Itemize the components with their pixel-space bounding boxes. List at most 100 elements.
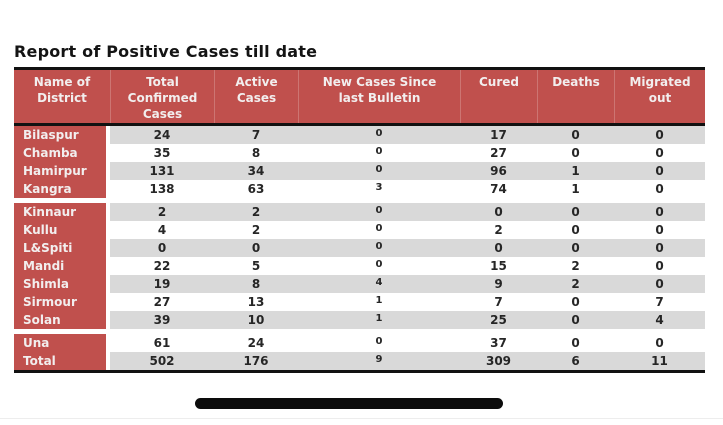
column-header: Name of District bbox=[33, 75, 91, 105]
value-cell: 2 bbox=[110, 203, 214, 221]
value-cell: 4 bbox=[110, 221, 214, 239]
value-cell: 0 bbox=[537, 203, 614, 221]
district-name-cell: Solan bbox=[14, 311, 110, 329]
value-cell: 39 bbox=[110, 311, 214, 329]
value-cell: 0 bbox=[537, 221, 614, 239]
column-header: New Cases Since last Bulletin bbox=[298, 70, 460, 123]
table-row: Bilaspur 24 7 0 17 0 0 bbox=[14, 126, 705, 144]
value-cell: 9 bbox=[460, 275, 537, 293]
district-name-cell: Kullu bbox=[14, 221, 110, 239]
district-name-cell: Shimla bbox=[14, 275, 110, 293]
value-cell: 8 bbox=[214, 144, 298, 162]
district-name-cell: Bilaspur bbox=[14, 126, 110, 144]
group-separator bbox=[14, 329, 705, 334]
value-cell: 1 bbox=[537, 180, 614, 198]
table-row: Kangra 138 63 3 74 1 0 bbox=[14, 180, 705, 198]
column-header: Active Cases bbox=[214, 70, 298, 123]
value-cell: 0 bbox=[298, 239, 460, 257]
value-cell: 0 bbox=[537, 239, 614, 257]
value-cell: 0 bbox=[537, 311, 614, 329]
district-name-cell: Hamirpur bbox=[14, 162, 110, 180]
column-header: Deaths bbox=[537, 70, 614, 123]
district-name-cell: L&Spiti bbox=[14, 239, 110, 257]
value-cell: 0 bbox=[537, 293, 614, 311]
value-cell: 19 bbox=[110, 275, 214, 293]
table-body: Bilaspur 24 7 0 17 0 0 Chamba 35 8 0 27 0 0 Hamirpur 13… bbox=[14, 126, 705, 373]
column-header: Total Confirmed Cases bbox=[110, 70, 214, 123]
value-cell: 6 bbox=[537, 352, 614, 370]
value-cell: 0 bbox=[298, 203, 460, 221]
value-cell: 176 bbox=[214, 352, 298, 370]
value-cell: 27 bbox=[460, 144, 537, 162]
positive-cases-table: Name of District Total Confirmed Cases Active… bbox=[14, 67, 705, 373]
value-cell: 0 bbox=[614, 180, 705, 198]
value-cell: 0 bbox=[614, 334, 705, 352]
value-cell: 1 bbox=[537, 162, 614, 180]
district-name-cell: Chamba bbox=[14, 144, 110, 162]
column-header: Cured bbox=[460, 70, 537, 123]
value-cell: 37 bbox=[460, 334, 537, 352]
value-cell: 27 bbox=[110, 293, 214, 311]
value-cell: 138 bbox=[110, 180, 214, 198]
district-name-cell: Sirmour bbox=[14, 293, 110, 311]
value-cell: 131 bbox=[110, 162, 214, 180]
value-cell: 0 bbox=[614, 257, 705, 275]
value-cell: 0 bbox=[298, 126, 460, 144]
value-cell: 25 bbox=[460, 311, 537, 329]
value-cell: 7 bbox=[614, 293, 705, 311]
value-cell: 15 bbox=[460, 257, 537, 275]
district-name-cell: Total bbox=[14, 352, 110, 370]
table-row: Sirmour 27 13 1 7 0 7 bbox=[14, 293, 705, 311]
value-cell: 5 bbox=[214, 257, 298, 275]
value-cell: 0 bbox=[298, 162, 460, 180]
table-row: Shimla 19 8 4 9 2 0 bbox=[14, 275, 705, 293]
group-separator bbox=[14, 198, 705, 203]
value-cell: 63 bbox=[214, 180, 298, 198]
value-cell: 0 bbox=[110, 239, 214, 257]
value-cell: 11 bbox=[614, 352, 705, 370]
redaction-bar bbox=[195, 398, 503, 409]
value-cell: 0 bbox=[614, 203, 705, 221]
value-cell: 24 bbox=[214, 334, 298, 352]
value-cell: 2 bbox=[537, 275, 614, 293]
value-cell: 0 bbox=[298, 144, 460, 162]
table-total-row: Total 502 176 9 309 6 11 bbox=[14, 352, 705, 370]
table-row: Kullu 4 2 0 2 0 0 bbox=[14, 221, 705, 239]
page-edge-line bbox=[0, 418, 723, 419]
value-cell: 4 bbox=[614, 311, 705, 329]
value-cell: 0 bbox=[298, 257, 460, 275]
value-cell: 96 bbox=[460, 162, 537, 180]
value-cell: 0 bbox=[214, 239, 298, 257]
value-cell: 13 bbox=[214, 293, 298, 311]
table-row: Una 61 24 0 37 0 0 bbox=[14, 334, 705, 352]
value-cell: 1 bbox=[298, 293, 460, 311]
table-row: Hamirpur 131 34 0 96 1 0 bbox=[14, 162, 705, 180]
table-row: L&Spiti 0 0 0 0 0 0 bbox=[14, 239, 705, 257]
value-cell: 2 bbox=[537, 257, 614, 275]
value-cell: 0 bbox=[537, 144, 614, 162]
value-cell: 0 bbox=[298, 334, 460, 352]
value-cell: 0 bbox=[614, 144, 705, 162]
value-cell: 17 bbox=[460, 126, 537, 144]
value-cell: 1 bbox=[298, 311, 460, 329]
column-header: Migrated out bbox=[614, 70, 705, 123]
table-row: Kinnaur 2 2 0 0 0 0 bbox=[14, 203, 705, 221]
table-row: Chamba 35 8 0 27 0 0 bbox=[14, 144, 705, 162]
value-cell: 8 bbox=[214, 275, 298, 293]
value-cell: 34 bbox=[214, 162, 298, 180]
value-cell: 0 bbox=[537, 334, 614, 352]
value-cell: 9 bbox=[298, 352, 460, 370]
value-cell: 0 bbox=[460, 203, 537, 221]
value-cell: 4 bbox=[298, 275, 460, 293]
district-name-cell: Kangra bbox=[14, 180, 110, 198]
value-cell: 74 bbox=[460, 180, 537, 198]
value-cell: 0 bbox=[614, 239, 705, 257]
value-cell: 0 bbox=[614, 275, 705, 293]
page-title: Report of Positive Cases till date bbox=[14, 42, 318, 61]
value-cell: 0 bbox=[537, 126, 614, 144]
value-cell: 35 bbox=[110, 144, 214, 162]
district-name-cell: Una bbox=[14, 334, 110, 352]
value-cell: 61 bbox=[110, 334, 214, 352]
value-cell: 10 bbox=[214, 311, 298, 329]
